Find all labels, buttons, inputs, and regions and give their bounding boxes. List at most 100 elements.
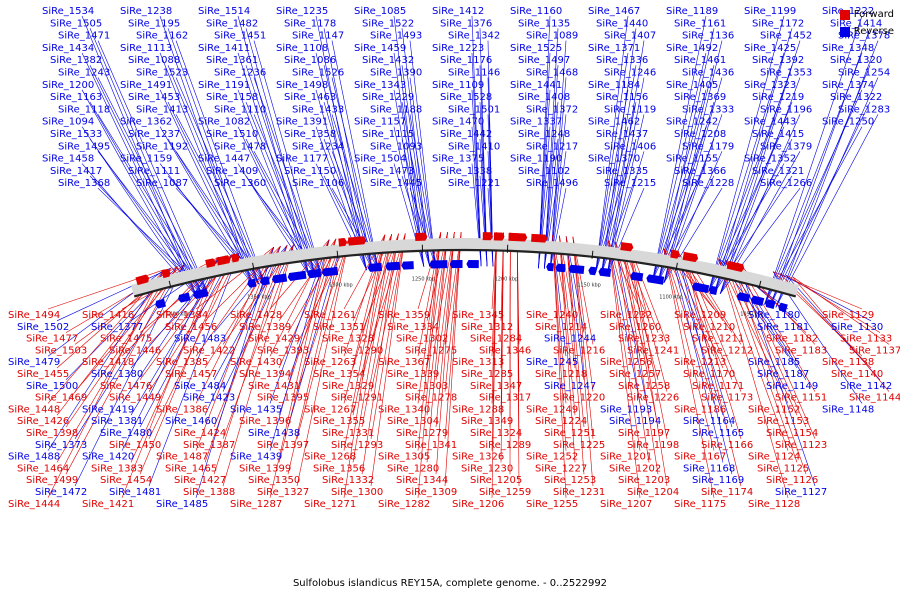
gene-label: SiRe_1206 <box>452 499 504 510</box>
gene-label: SiRe_1266 <box>760 178 812 189</box>
gene-label: SiRe_1168 <box>683 463 735 474</box>
gene-label: SiRe_1504 <box>354 154 406 165</box>
gene-label: SiRe_1126 <box>766 475 818 486</box>
gene-label: SiRe_1302 <box>396 334 448 345</box>
gene-label: SiRe_1432 <box>362 55 414 66</box>
gene-label: SiRe_1204 <box>627 487 679 498</box>
leader-line <box>81 15 198 297</box>
leader-line <box>287 238 344 380</box>
leader-line <box>676 250 733 380</box>
gene-label: SiRe_1439 <box>230 452 282 463</box>
gene-label: SiRe_1257 <box>609 369 661 380</box>
gene-label: SiRe_1317 <box>479 393 531 404</box>
gene-label: SiRe_1149 <box>766 381 818 392</box>
leader-line <box>56 267 172 322</box>
gene-feature <box>307 268 322 279</box>
gene-feature <box>193 288 209 299</box>
leader-line <box>621 242 659 475</box>
leader-line <box>572 236 594 392</box>
gene-label: SiRe_1164 <box>683 416 735 427</box>
gene-label: SiRe_1440 <box>596 18 648 29</box>
gene-label: SiRe_1326 <box>452 452 504 463</box>
gene-label: SiRe_1232 <box>600 310 652 321</box>
leader-line <box>614 241 650 369</box>
leader-line <box>47 269 165 498</box>
gene-label: SiRe_1502 <box>17 322 69 333</box>
gene-label: SiRe_1237 <box>128 129 180 140</box>
tick-mark <box>675 262 678 271</box>
gene-label: SiRe_1352 <box>744 154 796 165</box>
genome-backbone <box>130 237 800 298</box>
gene-label: SiRe_1235 <box>276 6 328 17</box>
leader-line <box>792 276 890 345</box>
gene-label: SiRe_1287 <box>230 499 282 510</box>
gene-label: SiRe_1227 <box>535 463 587 474</box>
gene-label: SiRe_1358 <box>284 129 336 140</box>
leader-line <box>652 89 707 281</box>
legend-forward: Forward <box>839 6 894 23</box>
leader-line <box>559 235 576 463</box>
gene-label: SiRe_1258 <box>618 381 670 392</box>
gene-label: SiRe_1407 <box>604 31 656 42</box>
leader-line <box>718 258 789 498</box>
leader-line <box>601 28 637 274</box>
gene-label: SiRe_1175 <box>674 499 726 510</box>
gene-label: SiRe_1393 <box>257 345 309 356</box>
gene-label: SiRe_1410 <box>448 141 500 152</box>
leader-line <box>148 253 240 487</box>
leader-line <box>97 77 209 295</box>
gene-label: SiRe_1499 <box>26 475 78 486</box>
leader-line <box>56 267 172 463</box>
gene-label: SiRe_1371 <box>588 43 640 54</box>
gene-label: SiRe_1291 <box>331 393 383 404</box>
scale-ticks: 1050 kbp 1100 kbp 1150 kbp 1200 kbp 1250 kbp… <box>166 244 764 318</box>
leader-line <box>148 253 240 392</box>
gene-label: SiRe_1197 <box>618 428 670 439</box>
gene-label: SiRe_1123 <box>775 440 827 451</box>
gene-label: SiRe_1208 <box>674 129 726 140</box>
gene-feature <box>736 292 751 303</box>
gene-label: SiRe_1198 <box>627 440 679 451</box>
gene-label: SiRe_1528 <box>440 92 492 103</box>
leader-line <box>361 233 399 475</box>
leader-line <box>775 114 879 308</box>
leader-line <box>719 40 801 294</box>
gene-label: SiRe_1106 <box>292 178 344 189</box>
gene-label: SiRe_1334 <box>387 322 439 333</box>
gene-label: SiRe_1180 <box>748 310 800 321</box>
gene-label: SiRe_1346 <box>479 345 531 356</box>
gene-label: SiRe_1373 <box>35 440 87 451</box>
gene-label: SiRe_1340 <box>378 404 430 415</box>
gene-label: SiRe_1212 <box>701 345 753 356</box>
gene-label: SiRe_1505 <box>50 18 102 29</box>
gene-label: SiRe_1086 <box>284 55 336 66</box>
gene-feature <box>555 263 566 273</box>
gene-label: SiRe_1392 <box>752 55 804 66</box>
gene-feature <box>247 278 257 288</box>
leader-line <box>417 232 442 357</box>
leader-line <box>323 28 373 270</box>
gene-feature <box>135 274 150 286</box>
leader-line <box>393 15 425 267</box>
leader-line <box>543 65 559 269</box>
gene-feature <box>466 260 479 269</box>
leader-line <box>89 65 203 296</box>
leader-line <box>676 250 733 475</box>
leader-line <box>621 242 659 428</box>
gene-feature <box>778 302 788 313</box>
leader-line <box>769 101 871 307</box>
gene-label: SiRe_1113 <box>120 43 172 54</box>
leader-line <box>81 52 198 297</box>
gene-label: SiRe_1350 <box>248 475 300 486</box>
gene-label: SiRe_1094 <box>42 117 94 128</box>
gene-label: SiRe_1452 <box>760 31 812 42</box>
gene-feature <box>482 232 493 241</box>
gene-label: SiRe_1399 <box>239 463 291 474</box>
gene-label: SiRe_1305 <box>378 452 430 463</box>
leader-line <box>296 237 350 487</box>
gene-label: SiRe_1226 <box>627 393 679 404</box>
leader-line <box>444 231 462 487</box>
leader-line <box>409 77 436 267</box>
gene-label: SiRe_1450 <box>109 440 161 451</box>
gene-label: SiRe_1355 <box>313 416 365 427</box>
